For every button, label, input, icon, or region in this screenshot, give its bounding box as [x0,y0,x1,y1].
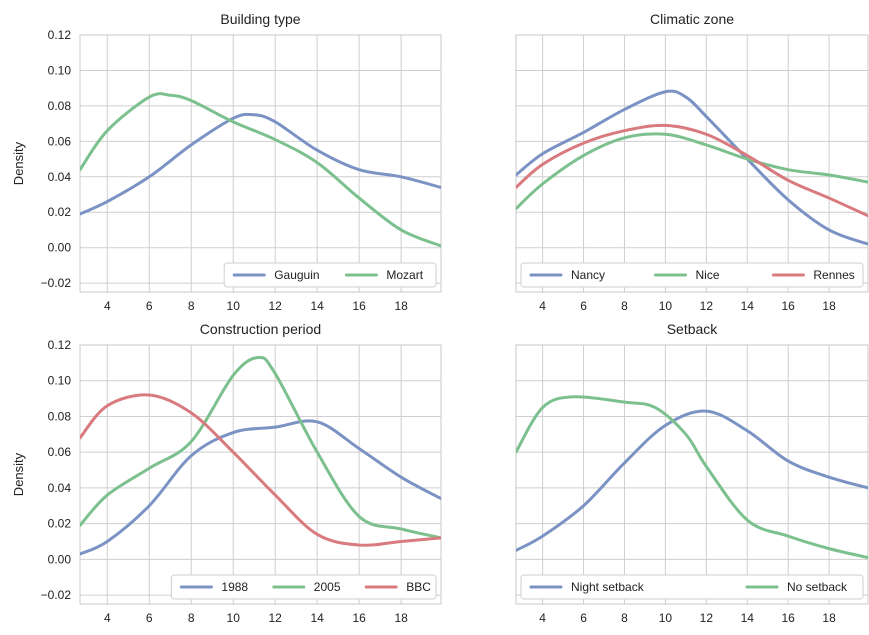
panel-1: 4 6 8 10 12 14 16 18 −0.02 0.00 0.02 0.04 0.06 0.08 0.… [11,11,442,313]
legend-label: 1988 [221,580,248,594]
legend: Gauguin Mozart [223,262,437,288]
series-line-1988 [80,419,441,556]
y-axis-label: Density [11,141,26,185]
y-tick-label: 0.10 [48,374,72,388]
plot-frame [515,344,869,605]
legend-box [520,262,864,288]
series-line-rennes [516,123,868,218]
plot-frame [515,34,869,293]
y-tick-label: 0.12 [48,338,72,352]
panel-title: Construction period [200,321,321,337]
x-tick-label: 10 [227,611,241,625]
x-tick-label: 12 [700,611,714,625]
x-tick-label: 4 [539,299,546,313]
x-tick-label: 18 [394,611,408,625]
x-tick-label: 4 [104,611,111,625]
series-line-bbc [80,393,441,547]
y-tick-label: 0.02 [48,205,72,219]
legend-label: Night setback [571,580,645,594]
y-tick-label: 0.08 [48,409,72,423]
plot-frame [79,344,442,605]
x-tick-label: 14 [310,299,324,313]
panel-4: 4 6 8 10 12 14 16 18 Setback Night setback No setb… [515,321,869,625]
x-tick-label: 6 [580,611,587,625]
y-tick-label: −0.02 [41,276,72,290]
series-line-no-setback [516,395,868,560]
y-tick-label: 0.12 [48,28,72,42]
x-tick-label: 8 [621,299,628,313]
x-tick-label: 16 [782,299,796,313]
legend-box [520,574,864,600]
legend: 1988 2005 BBC [170,574,437,600]
x-tick-label: 8 [621,611,628,625]
x-tick-label: 18 [822,611,836,625]
x-tick-label: 16 [352,611,366,625]
x-tick-label: 14 [310,611,324,625]
x-tick-label: 10 [227,299,241,313]
legend: Night setback No setback [520,574,864,600]
x-tick-label: 14 [741,299,755,313]
x-tick-label: 10 [659,611,673,625]
y-axis-label: Density [11,452,26,496]
y-tick-label: −0.02 [41,588,72,602]
y-tick-label: 0.08 [48,99,72,113]
panel-title: Building type [220,11,300,27]
series-line-gauguin [80,112,441,216]
legend-box [223,262,437,288]
y-tick-label: 0.06 [48,134,72,148]
x-tick-label: 18 [394,299,408,313]
x-tick-label: 8 [188,299,195,313]
x-tick-label: 10 [659,299,673,313]
y-tick-label: 0.00 [48,241,72,255]
legend-label: 2005 [314,580,341,594]
legend: Nancy Nice Rennes [520,262,864,288]
panel-title: Climatic zone [650,11,734,27]
panel-3: 4 6 8 10 12 14 16 18 −0.02 0.00 0.02 0.04 0.06 0.08 0.… [11,321,442,625]
x-tick-label: 12 [700,299,714,313]
legend-label: No setback [787,580,848,594]
y-tick-label: 0.04 [48,481,72,495]
x-tick-label: 4 [539,611,546,625]
x-tick-label: 6 [146,299,153,313]
x-tick-label: 12 [269,611,283,625]
plot-frame [79,34,442,293]
legend-label: Rennes [813,268,854,282]
panel-2: 4 6 8 10 12 14 16 18 Climatic zone Nancy Nice Renne… [515,11,869,313]
series-line-nancy [516,89,868,246]
x-tick-label: 8 [188,611,195,625]
x-tick-label: 14 [741,611,755,625]
y-tick-label: 0.06 [48,445,72,459]
y-tick-label: 0.02 [48,517,72,531]
y-tick-label: 0.10 [48,63,72,77]
x-tick-label: 6 [580,299,587,313]
x-tick-label: 16 [782,611,796,625]
series-line-mozart [80,92,441,248]
x-tick-label: 4 [104,299,111,313]
panel-title: Setback [667,321,719,337]
series-line-night-setback [516,409,868,552]
x-tick-label: 12 [269,299,283,313]
legend-label: Nancy [571,268,605,282]
x-tick-label: 18 [822,299,836,313]
series-line-2005 [80,355,441,540]
legend-label: Gauguin [274,268,319,282]
y-tick-label: 0.00 [48,552,72,566]
legend-label: BBC [406,580,431,594]
series-line-nice [516,132,868,211]
x-tick-label: 6 [146,611,153,625]
x-tick-label: 16 [352,299,366,313]
legend-label: Nice [696,268,720,282]
legend-label: Mozart [386,268,423,282]
y-tick-label: 0.04 [48,170,72,184]
